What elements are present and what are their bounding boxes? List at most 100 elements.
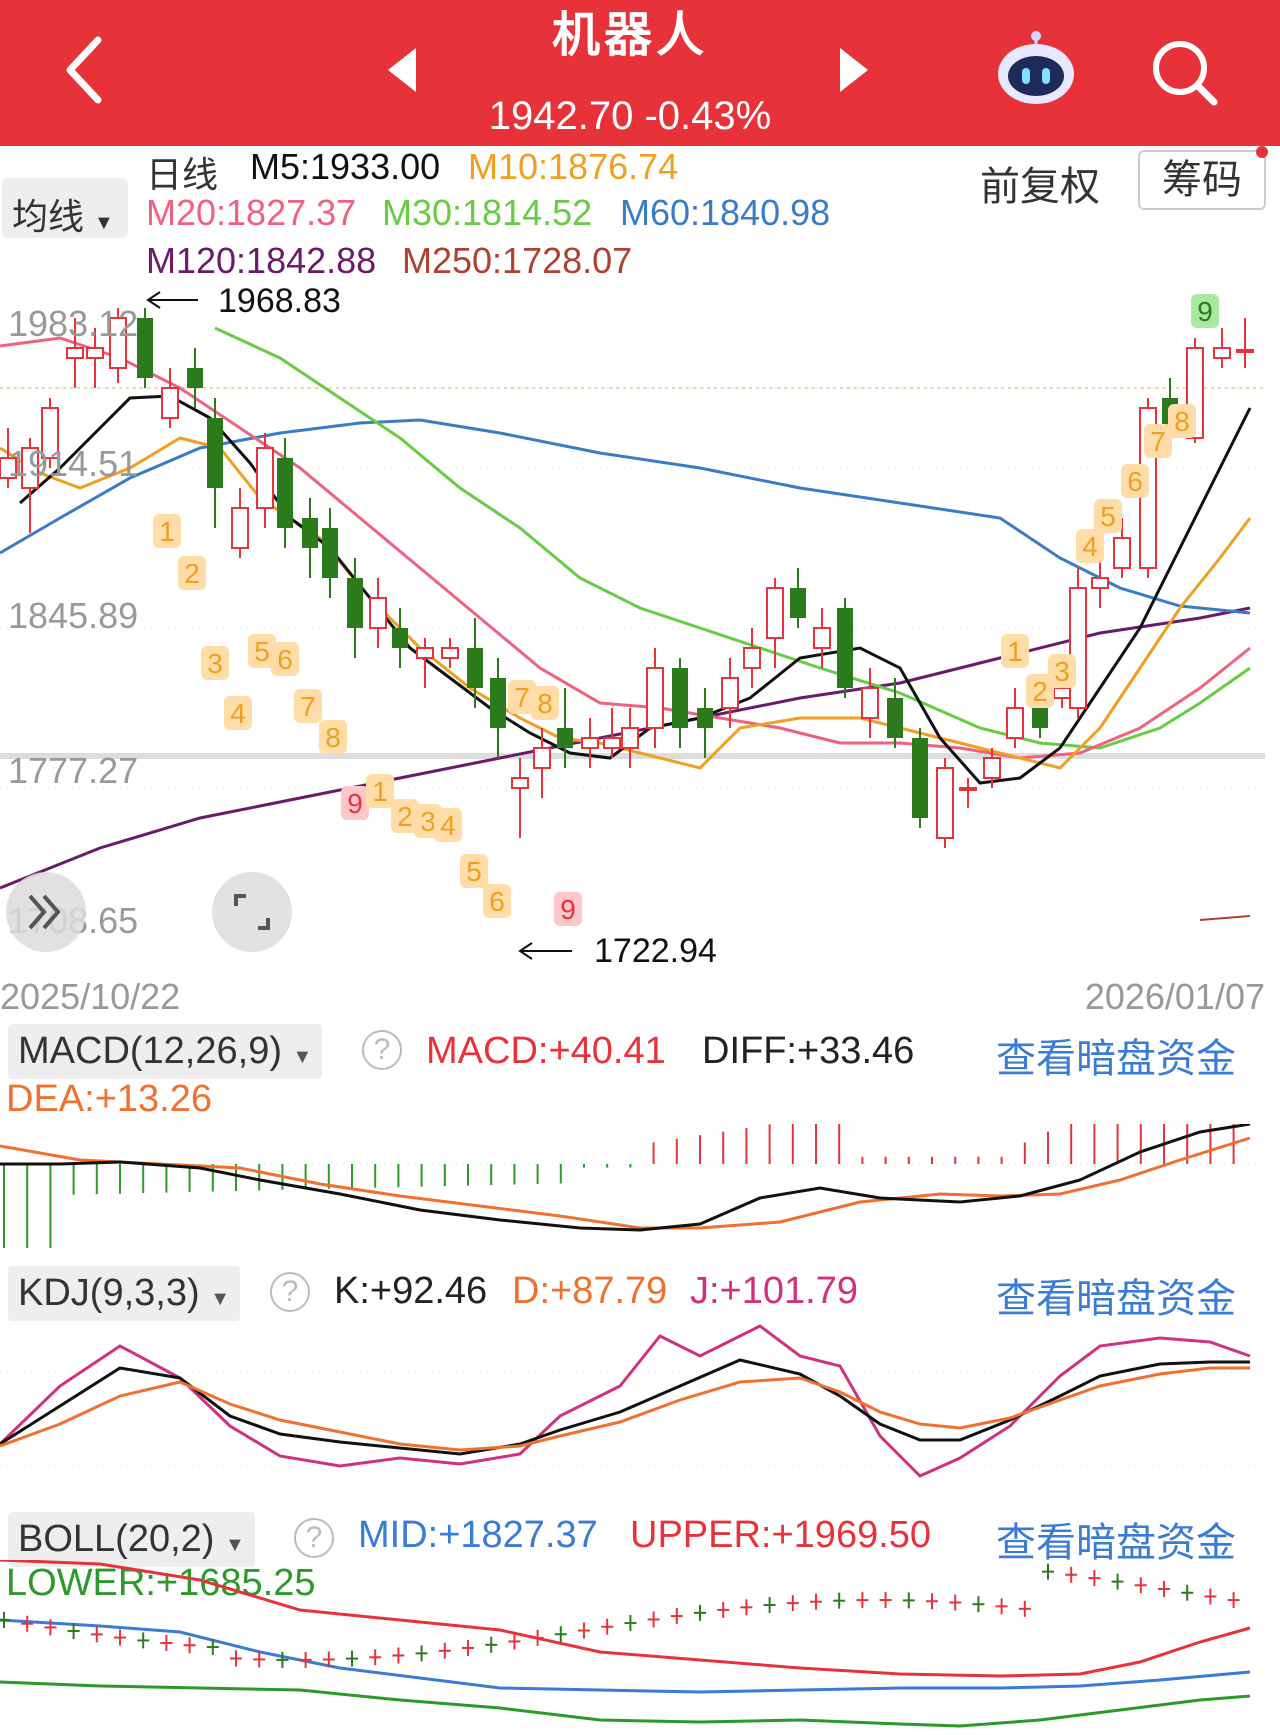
view-dark-pool-link-kdj[interactable]: 查看暗盘资金 [996, 1277, 1236, 1321]
chips-button[interactable]: 筹码 [1138, 150, 1266, 210]
j-value: J:+101.79 [690, 1270, 858, 1312]
period-label: 日线 [146, 154, 219, 195]
stock-name: 机器人 [551, 9, 708, 62]
td-marker-bg [1191, 294, 1219, 328]
ma60-value: M60:1840.98 [620, 192, 831, 233]
td-marker-bg [1168, 404, 1196, 438]
td-marker: 1 [159, 516, 175, 547]
help-icon[interactable]: ? [294, 1518, 334, 1558]
td-marker: 7 [1150, 426, 1166, 457]
boll-mid-value: MID:+1827.37 [358, 1514, 598, 1556]
candle-body [441, 647, 459, 659]
diff-value: DIFF:+33.46 [702, 1030, 915, 1072]
td-marker: 6 [277, 644, 293, 675]
adjust-type[interactable]: 前复权 [980, 165, 1100, 209]
candle-body [533, 747, 551, 769]
notification-dot [1256, 146, 1268, 158]
td-marker: 9 [347, 788, 363, 819]
td-marker-bg [294, 689, 322, 723]
stock-quote: 1942.70 -0.43% [440, 86, 820, 146]
td-marker: 6 [1127, 466, 1143, 497]
stock-title-box: 机器人 1942.70 -0.43% [440, 6, 820, 146]
chevron-down-icon: ▼ [225, 1534, 245, 1556]
candle-body [322, 528, 338, 578]
fullscreen-icon [234, 894, 270, 930]
indicator-select[interactable]: 均线 ▼ [2, 178, 128, 238]
td-marker: 2 [1032, 676, 1048, 707]
boll-upper-line [0, 1560, 1251, 1678]
td-marker: 4 [1082, 531, 1098, 562]
candle-body [1091, 577, 1109, 589]
td-marker: 8 [1174, 406, 1190, 437]
candle-body [861, 687, 879, 719]
td-marker-bg [153, 514, 181, 548]
candle-body [1032, 708, 1048, 728]
candle-body [790, 588, 806, 618]
candle-body [581, 737, 599, 749]
candle-body [1069, 587, 1087, 709]
indicator-select-label: 均线 [12, 196, 85, 237]
next-stock-icon[interactable] [838, 48, 868, 92]
ma30-value: M30:1814.52 [382, 192, 593, 233]
candle-body [187, 368, 203, 388]
view-dark-pool-link-boll[interactable]: 查看暗盘资金 [996, 1521, 1236, 1565]
ma-legend: 日线 M5:1933.00 M10:1876.74 均线 ▼ M20:1827.… [0, 146, 1280, 286]
candle-body [161, 387, 179, 419]
back-arrow-icon[interactable] [58, 30, 118, 110]
ma30-line [214, 326, 1251, 750]
candle-body [766, 587, 784, 639]
macd-chart [0, 1124, 1265, 1248]
robot-assistant-icon[interactable] [996, 30, 1076, 106]
candle-body [392, 628, 408, 648]
candle-body [557, 728, 573, 748]
candle-body [837, 608, 853, 688]
td-marker-bg [271, 642, 299, 676]
candle-body [41, 407, 59, 459]
help-icon[interactable]: ? [270, 1272, 310, 1312]
help-icon[interactable]: ? [362, 1030, 402, 1070]
td-marker-bg [531, 686, 559, 720]
candle-body [207, 418, 223, 488]
td-marker: 5 [254, 636, 270, 667]
search-icon[interactable] [1150, 38, 1220, 108]
td-marker-bg [248, 634, 276, 668]
y-tick-label: 1777.27 [8, 750, 138, 791]
td-marker: 2 [397, 801, 413, 832]
boll-select[interactable]: BOLL(20,2) ▼ [8, 1512, 255, 1567]
td-marker: 3 [420, 806, 436, 837]
fullscreen-button[interactable] [212, 872, 292, 952]
ma5-value: M5:1933.00 [250, 146, 441, 187]
stock-price: 1942.70 [488, 94, 634, 138]
macd-dea-line [0, 1136, 1251, 1230]
chevron-down-icon: ▼ [94, 212, 114, 234]
candle-body [912, 738, 928, 818]
candle-body [1213, 347, 1231, 359]
td-marker-bg [224, 696, 252, 730]
td-marker: 8 [537, 688, 553, 719]
chevron-down-icon: ▼ [210, 1288, 230, 1310]
td-marker-bg [341, 786, 369, 820]
kdj-name: KDJ(9,3,3) [18, 1272, 200, 1314]
previous-stock-icon[interactable] [388, 48, 418, 92]
dea-value: DEA:+13.26 [6, 1078, 212, 1120]
ma250-tail [1199, 915, 1251, 921]
macd-select[interactable]: MACD(12,26,9) ▼ [8, 1024, 323, 1079]
td-marker: 2 [184, 558, 200, 589]
view-dark-pool-link-macd[interactable]: 查看暗盘资金 [996, 1037, 1236, 1081]
td-marker: 7 [300, 691, 316, 722]
expand-sidebar-button[interactable] [6, 872, 86, 952]
candle-body [646, 667, 664, 729]
k-value: K:+92.46 [334, 1270, 488, 1312]
date-axis: 2025/10/22 2026/01/07 [0, 970, 1265, 1017]
candle-body [1006, 707, 1024, 739]
candle-body [109, 317, 127, 369]
macd-diff-line [0, 1124, 1251, 1232]
td-marker-bg [178, 556, 206, 590]
td-marker-bg [1026, 674, 1054, 708]
kdj-select[interactable]: KDJ(9,3,3) ▼ [8, 1266, 240, 1321]
td-marker-bg [1094, 499, 1122, 533]
kdj-j-line [0, 1324, 1251, 1478]
y-tick-label: 1845.89 [8, 595, 138, 636]
td-marker-bg [391, 799, 419, 833]
